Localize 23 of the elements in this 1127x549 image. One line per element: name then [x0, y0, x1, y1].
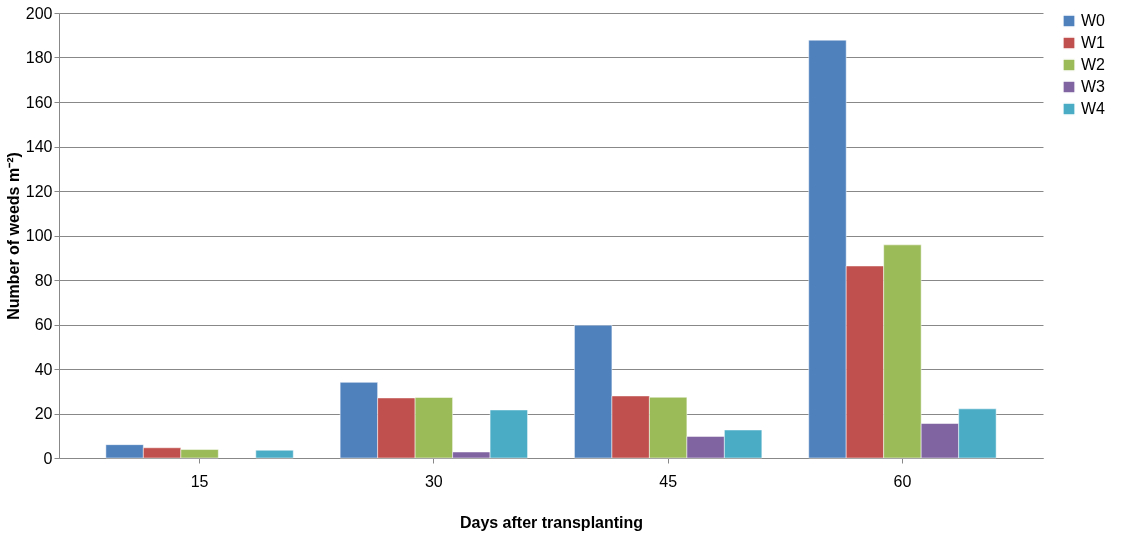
- legend-label: W0: [1081, 12, 1106, 29]
- bar: [255, 449, 294, 459]
- y-tick-label: 40: [34, 360, 53, 378]
- y-tick-label: 140: [25, 138, 53, 155]
- y-tick-label: 160: [25, 93, 53, 111]
- x-axis-title: Days after transplanting: [459, 513, 644, 531]
- y-tick-label: 180: [25, 49, 53, 66]
- y-tick-label: 20: [34, 405, 53, 422]
- legend-label: W4: [1081, 100, 1106, 117]
- y-tick-label: 0: [43, 449, 53, 467]
- y-tick-label: 200: [25, 4, 53, 22]
- x-tick-label: 15: [190, 472, 209, 490]
- y-tick-label: 100: [25, 227, 53, 244]
- y-tick-label: 60: [34, 316, 53, 333]
- legend-label: W3: [1081, 78, 1106, 95]
- x-tick-label: 60: [893, 472, 912, 490]
- x-tick-label: 30: [424, 472, 443, 490]
- y-axis-title: Number of weeds m⁻²): [4, 152, 22, 320]
- x-tick-label: 45: [659, 472, 678, 490]
- legend-label: W2: [1081, 56, 1106, 73]
- y-tick-label: 120: [25, 182, 53, 200]
- y-tick-label: 80: [34, 271, 53, 289]
- legend-label: W1: [1081, 34, 1106, 51]
